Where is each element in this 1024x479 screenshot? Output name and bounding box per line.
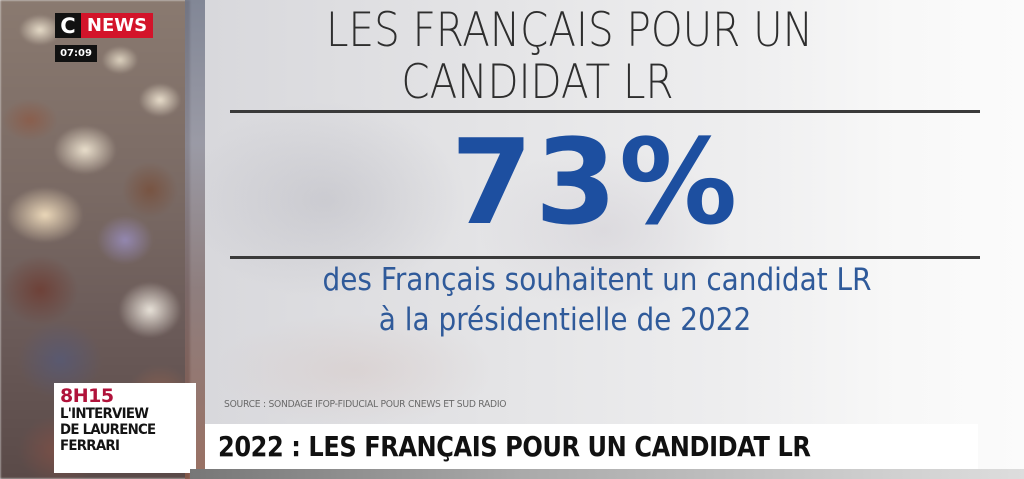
infographic-panel xyxy=(205,0,1024,479)
divider-top xyxy=(230,110,980,113)
cnews-logo: C NEWS xyxy=(55,13,153,38)
infographic-title-line1: LES FRANÇAIS POUR UN xyxy=(326,3,813,58)
percentage-figure: 73% xyxy=(450,113,740,251)
logo-c: C xyxy=(55,13,81,38)
logo-news: NEWS xyxy=(81,13,153,38)
program-time: 8H15 xyxy=(60,385,114,407)
program-title-line2: DE LAURENCE xyxy=(60,422,156,438)
headline-banner: 2022 : LES FRANÇAIS POUR UN CANDIDAT LR xyxy=(205,424,978,469)
divider-bottom xyxy=(230,256,980,259)
program-title-line1: L'INTERVIEW xyxy=(60,406,149,422)
poll-source: SOURCE : SONDAGE IFOP-FIDUCIAL POUR CNEW… xyxy=(224,399,507,410)
subtitle-line1: des Français souhaitent un candidat LR xyxy=(322,262,872,298)
infographic-title-line2: CANDIDAT LR xyxy=(401,55,674,110)
program-box: 8H15 L'INTERVIEW DE LAURENCE FERRARI xyxy=(54,383,196,473)
on-air-clock: 07:09 xyxy=(55,45,97,62)
subtitle-line2: à la présidentielle de 2022 xyxy=(378,302,752,338)
headline-text: 2022 : LES FRANÇAIS POUR UN CANDIDAT LR xyxy=(218,430,811,463)
program-title-line3: FERRARI xyxy=(60,438,120,454)
crowd-edge-blur xyxy=(185,0,207,479)
banner-bottom-strip xyxy=(190,469,1024,479)
